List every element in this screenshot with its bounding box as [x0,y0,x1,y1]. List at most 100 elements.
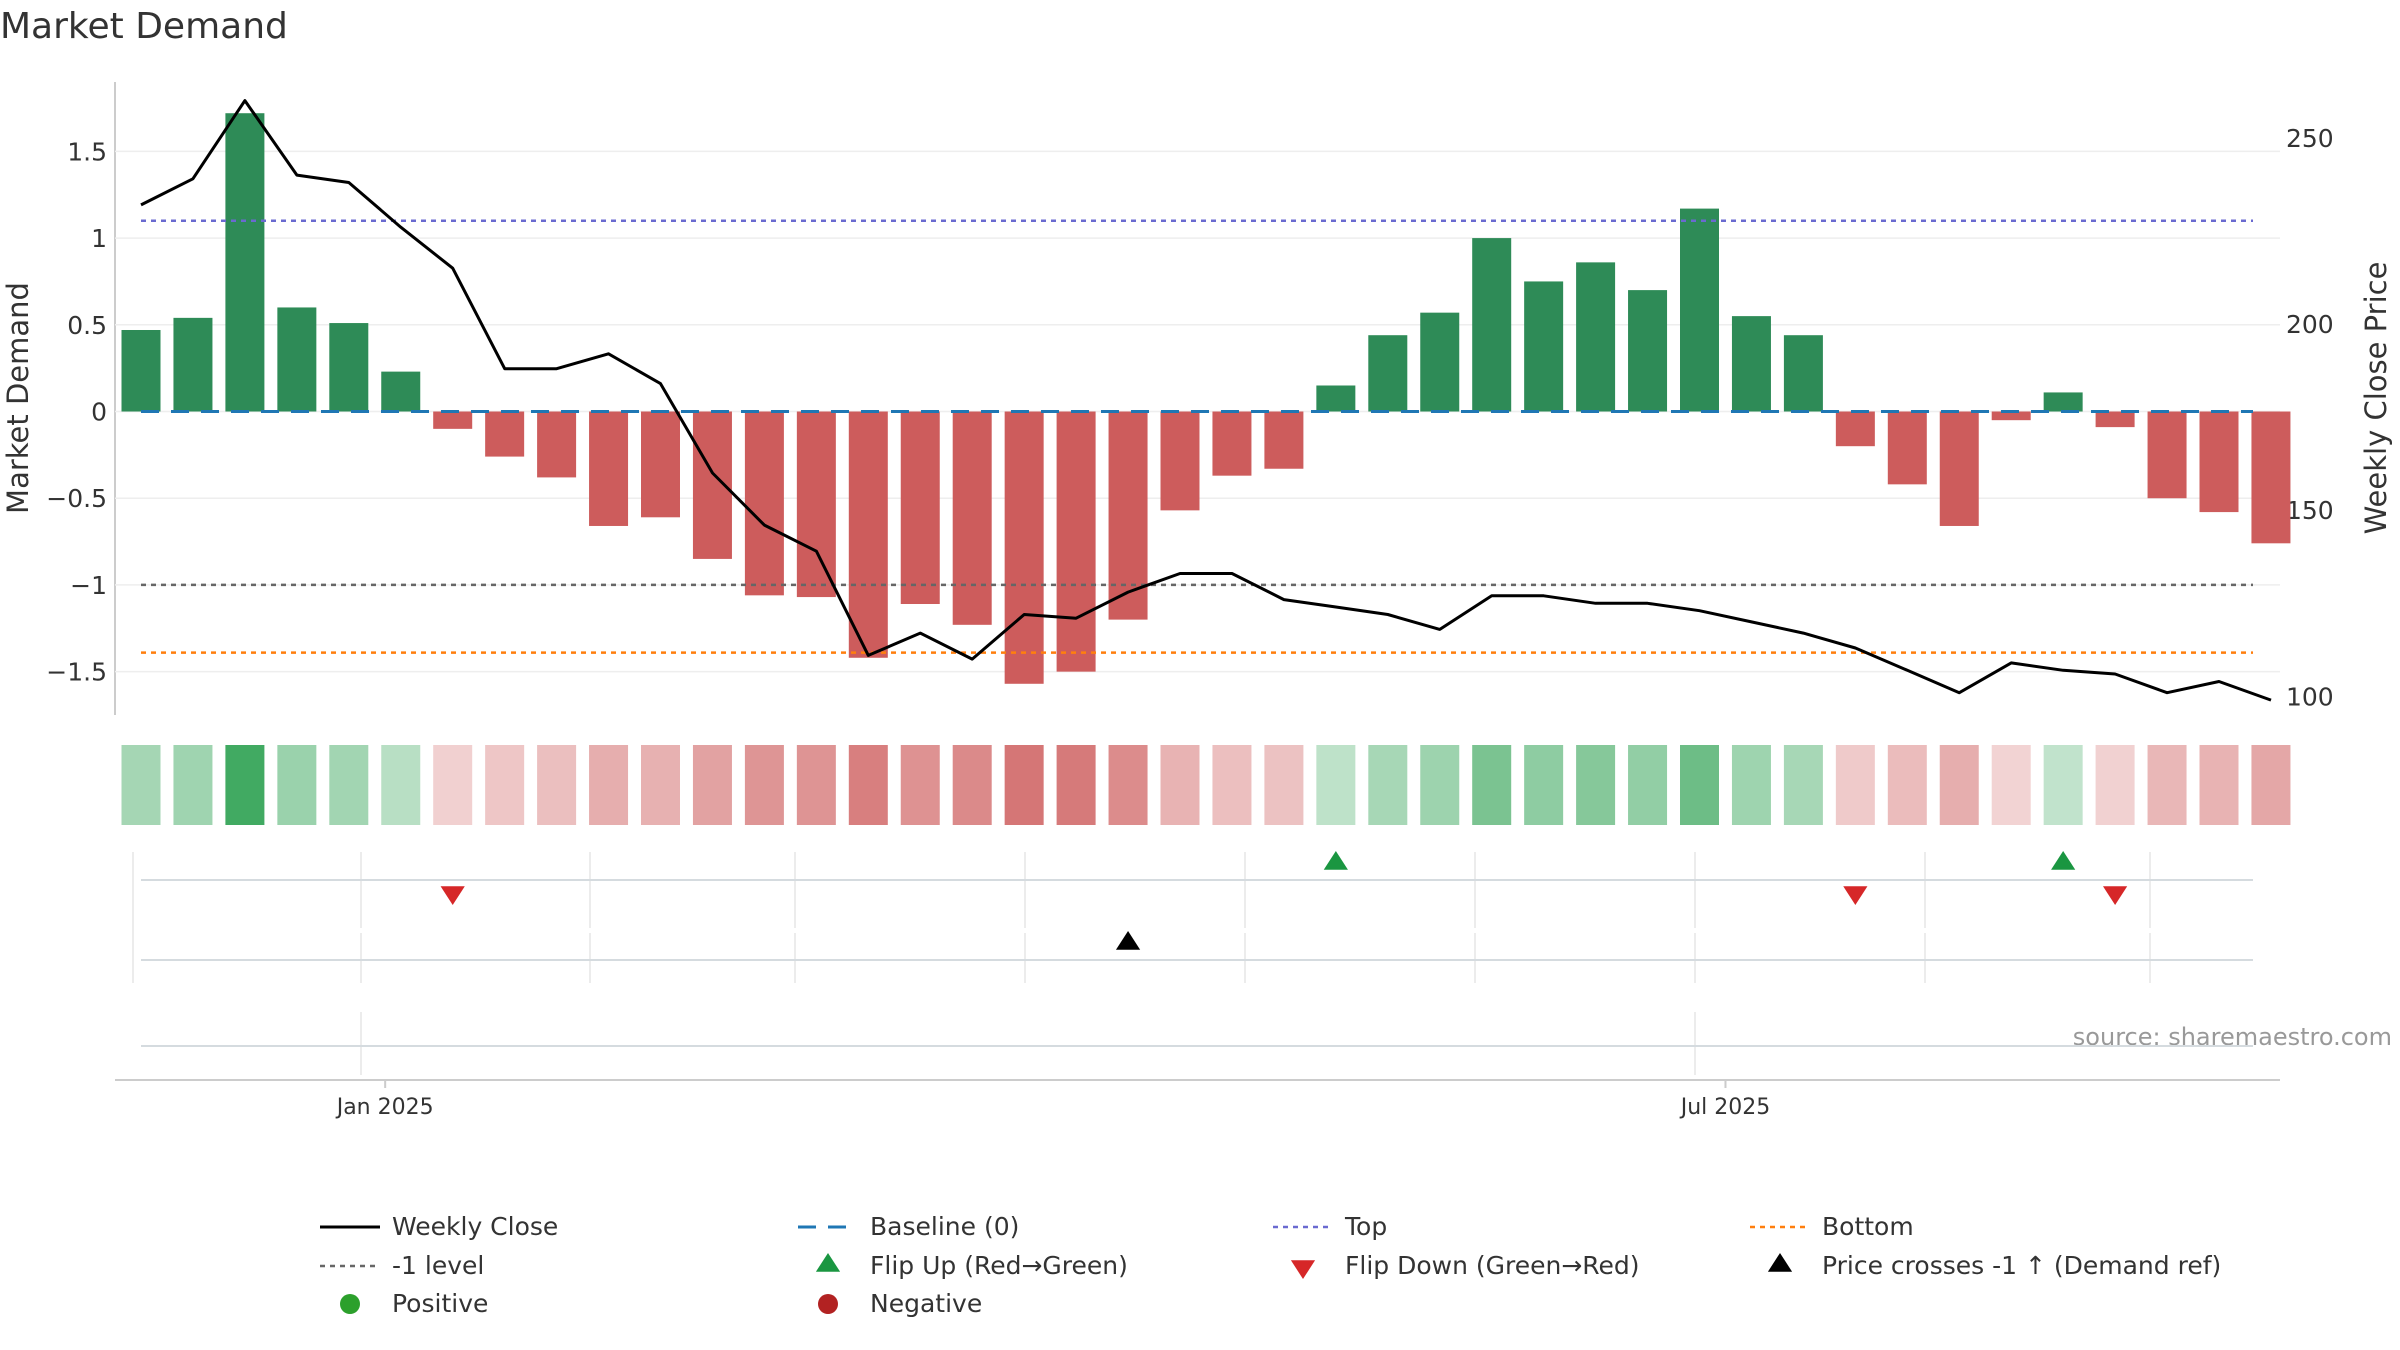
heat-strip-cell [537,745,577,825]
heat-strip-cell [2199,745,2239,825]
legend-flip-up-swatch [815,1253,841,1272]
heat-strip-cell [1316,745,1356,825]
y-axis-right-label: Weekly Close Price [2359,262,2393,535]
heat-strip-cell [1680,745,1719,825]
bar-negative [2199,411,2239,513]
y-tick-label-left: 1 [91,224,107,253]
heat-strip-cell [1420,745,1460,825]
bar-negative [485,411,525,457]
bar-negative [1056,411,1096,672]
bar-positive [1576,262,1616,412]
bar-positive [381,371,421,412]
heat-strip-cell [848,745,888,825]
bar-positive [329,323,369,412]
bar-positive [1368,335,1408,412]
heat-strip-cell [1628,745,1668,825]
bar-positive [121,329,161,412]
heat-strip-cell [1939,745,1979,825]
flip-down-marker [440,886,465,905]
bar-positive [1524,281,1564,412]
heat-strip-cell [1524,745,1564,825]
bar-positive [1680,208,1719,412]
bar-negative [1991,411,2031,421]
heat-strip-cell [1887,745,1927,825]
legend-negative-label: Negative [870,1289,982,1318]
heat-strip-cell [1368,745,1408,825]
flip-down-marker [1843,886,1868,905]
heat-strip-cell [1783,745,1823,825]
heat-strip-cell [796,745,836,825]
price-cross-marker [1115,931,1141,950]
y-tick-label-right: 100 [2286,682,2334,711]
bar-negative [744,411,784,596]
heat-strip-cell [589,745,629,825]
legend-minus-one-label: -1 level [392,1251,484,1280]
legend-positive-label: Positive [392,1289,488,1318]
bar-negative [2251,411,2291,544]
heat-strip-cell [1576,745,1616,825]
bar-negative [641,411,680,518]
bar-negative [1939,411,1979,526]
bar-negative [2147,411,2187,499]
bar-positive [1420,312,1460,412]
chart-title: Market Demand [0,6,288,47]
bar-negative [1264,411,1304,469]
legend-top-label: Top [1344,1212,1387,1241]
bar-negative [2095,411,2135,428]
legend-flip-up-label: Flip Up (Red→Green) [870,1251,1128,1280]
x-tick-label: Jan 2025 [335,1095,434,1120]
heat-strip-cell [329,745,369,825]
bar-positive [1628,290,1668,412]
y-tick-label-left: 1.5 [67,137,107,166]
heat-strip-cell [121,745,161,825]
y-tick-label-left: −1.5 [46,658,107,687]
heat-strip-cell [1056,745,1096,825]
heat-strip-cell [2251,745,2291,825]
heat-strip-cell [2043,745,2083,825]
legend-price-cross-swatch [1767,1253,1793,1272]
y-tick-label-left: 0 [91,398,107,427]
heat-strip-cell [1160,745,1200,825]
heat-strip-cell [1472,745,1512,825]
bar-negative [589,411,629,526]
bar-positive [277,307,317,412]
bar-negative [952,411,992,625]
bar-negative [1212,411,1252,476]
heat-strip-cell [433,745,473,825]
x-tick-label: Jul 2025 [1679,1095,1771,1120]
heat-strip-cell [1991,745,2031,825]
heat-strip-cell [2095,745,2135,825]
legend-bottom-label: Bottom [1822,1212,1914,1241]
flip-up-marker [1323,851,1348,870]
bar-negative [537,411,577,478]
legend-baseline-label: Baseline (0) [870,1212,1019,1241]
y-tick-label-right: 200 [2286,310,2334,339]
heat-strip-cell [173,745,213,825]
bar-negative [1160,411,1200,511]
bar-negative [1835,411,1875,447]
heat-strip-cell [1108,745,1148,825]
legend-flip-down-swatch [1290,1260,1316,1279]
y-tick-label-right: 250 [2286,124,2334,153]
heat-strip-cell [1731,745,1771,825]
flip-down-marker [2103,886,2128,905]
heat-strip-cell [744,745,784,825]
heat-strip-cell [277,745,317,825]
y-tick-label-left: −0.5 [46,484,107,513]
bar-negative [796,411,836,598]
legend-price-cross-label: Price crosses -1 ↑ (Demand ref) [1822,1251,2221,1280]
legend-negative-swatch [818,1294,838,1314]
y-tick-label-left: 0.5 [67,311,107,340]
bar-positive [1316,385,1356,412]
bar-positive [225,113,265,412]
legend-positive-swatch [340,1294,360,1314]
bar-negative [900,411,940,605]
y-tick-label-right: 150 [2286,496,2334,525]
heat-strip-cell [2147,745,2187,825]
legend-weekly-close-label: Weekly Close [392,1212,558,1241]
heat-strip-cell [1004,745,1044,825]
bar-negative [1004,411,1044,684]
flip-up-marker [2051,851,2076,870]
bar-negative [1887,411,1927,485]
